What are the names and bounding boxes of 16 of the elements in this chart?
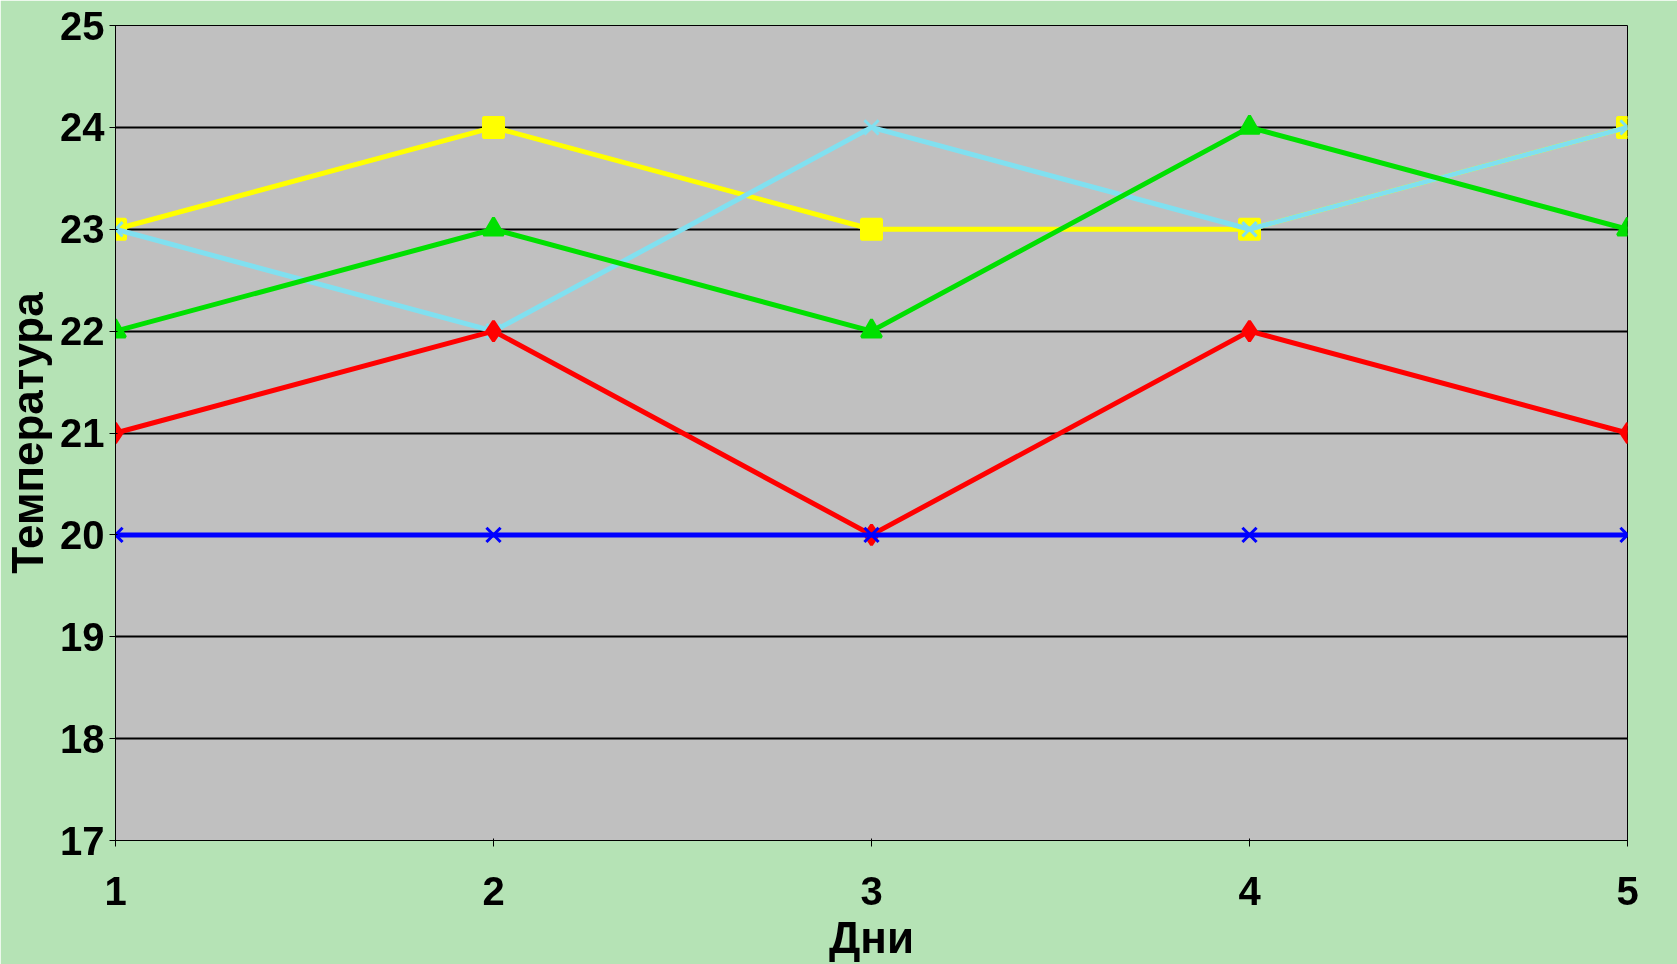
y-tick-label: 23: [60, 207, 105, 252]
x-tick-label: 3: [860, 868, 883, 913]
x-tick-label: 1: [104, 868, 127, 913]
x-tick-label: 4: [1238, 868, 1262, 913]
y-tick-label: 18: [60, 716, 105, 761]
x-tick-label: 5: [1616, 868, 1639, 913]
y-tick-label: 21: [60, 411, 105, 455]
y-tick-label: 24: [60, 105, 106, 150]
y-tick-label: 20: [60, 512, 105, 557]
x-axis-title: Дни: [829, 912, 914, 962]
y-axis-title: Температура: [3, 291, 53, 574]
x-tick-label: 2: [482, 868, 505, 913]
y-tick-label: 17: [60, 818, 105, 863]
y-tick-label: 25: [60, 3, 105, 48]
y-tick-label: 22: [60, 309, 105, 354]
y-tick-label: 19: [60, 614, 105, 659]
